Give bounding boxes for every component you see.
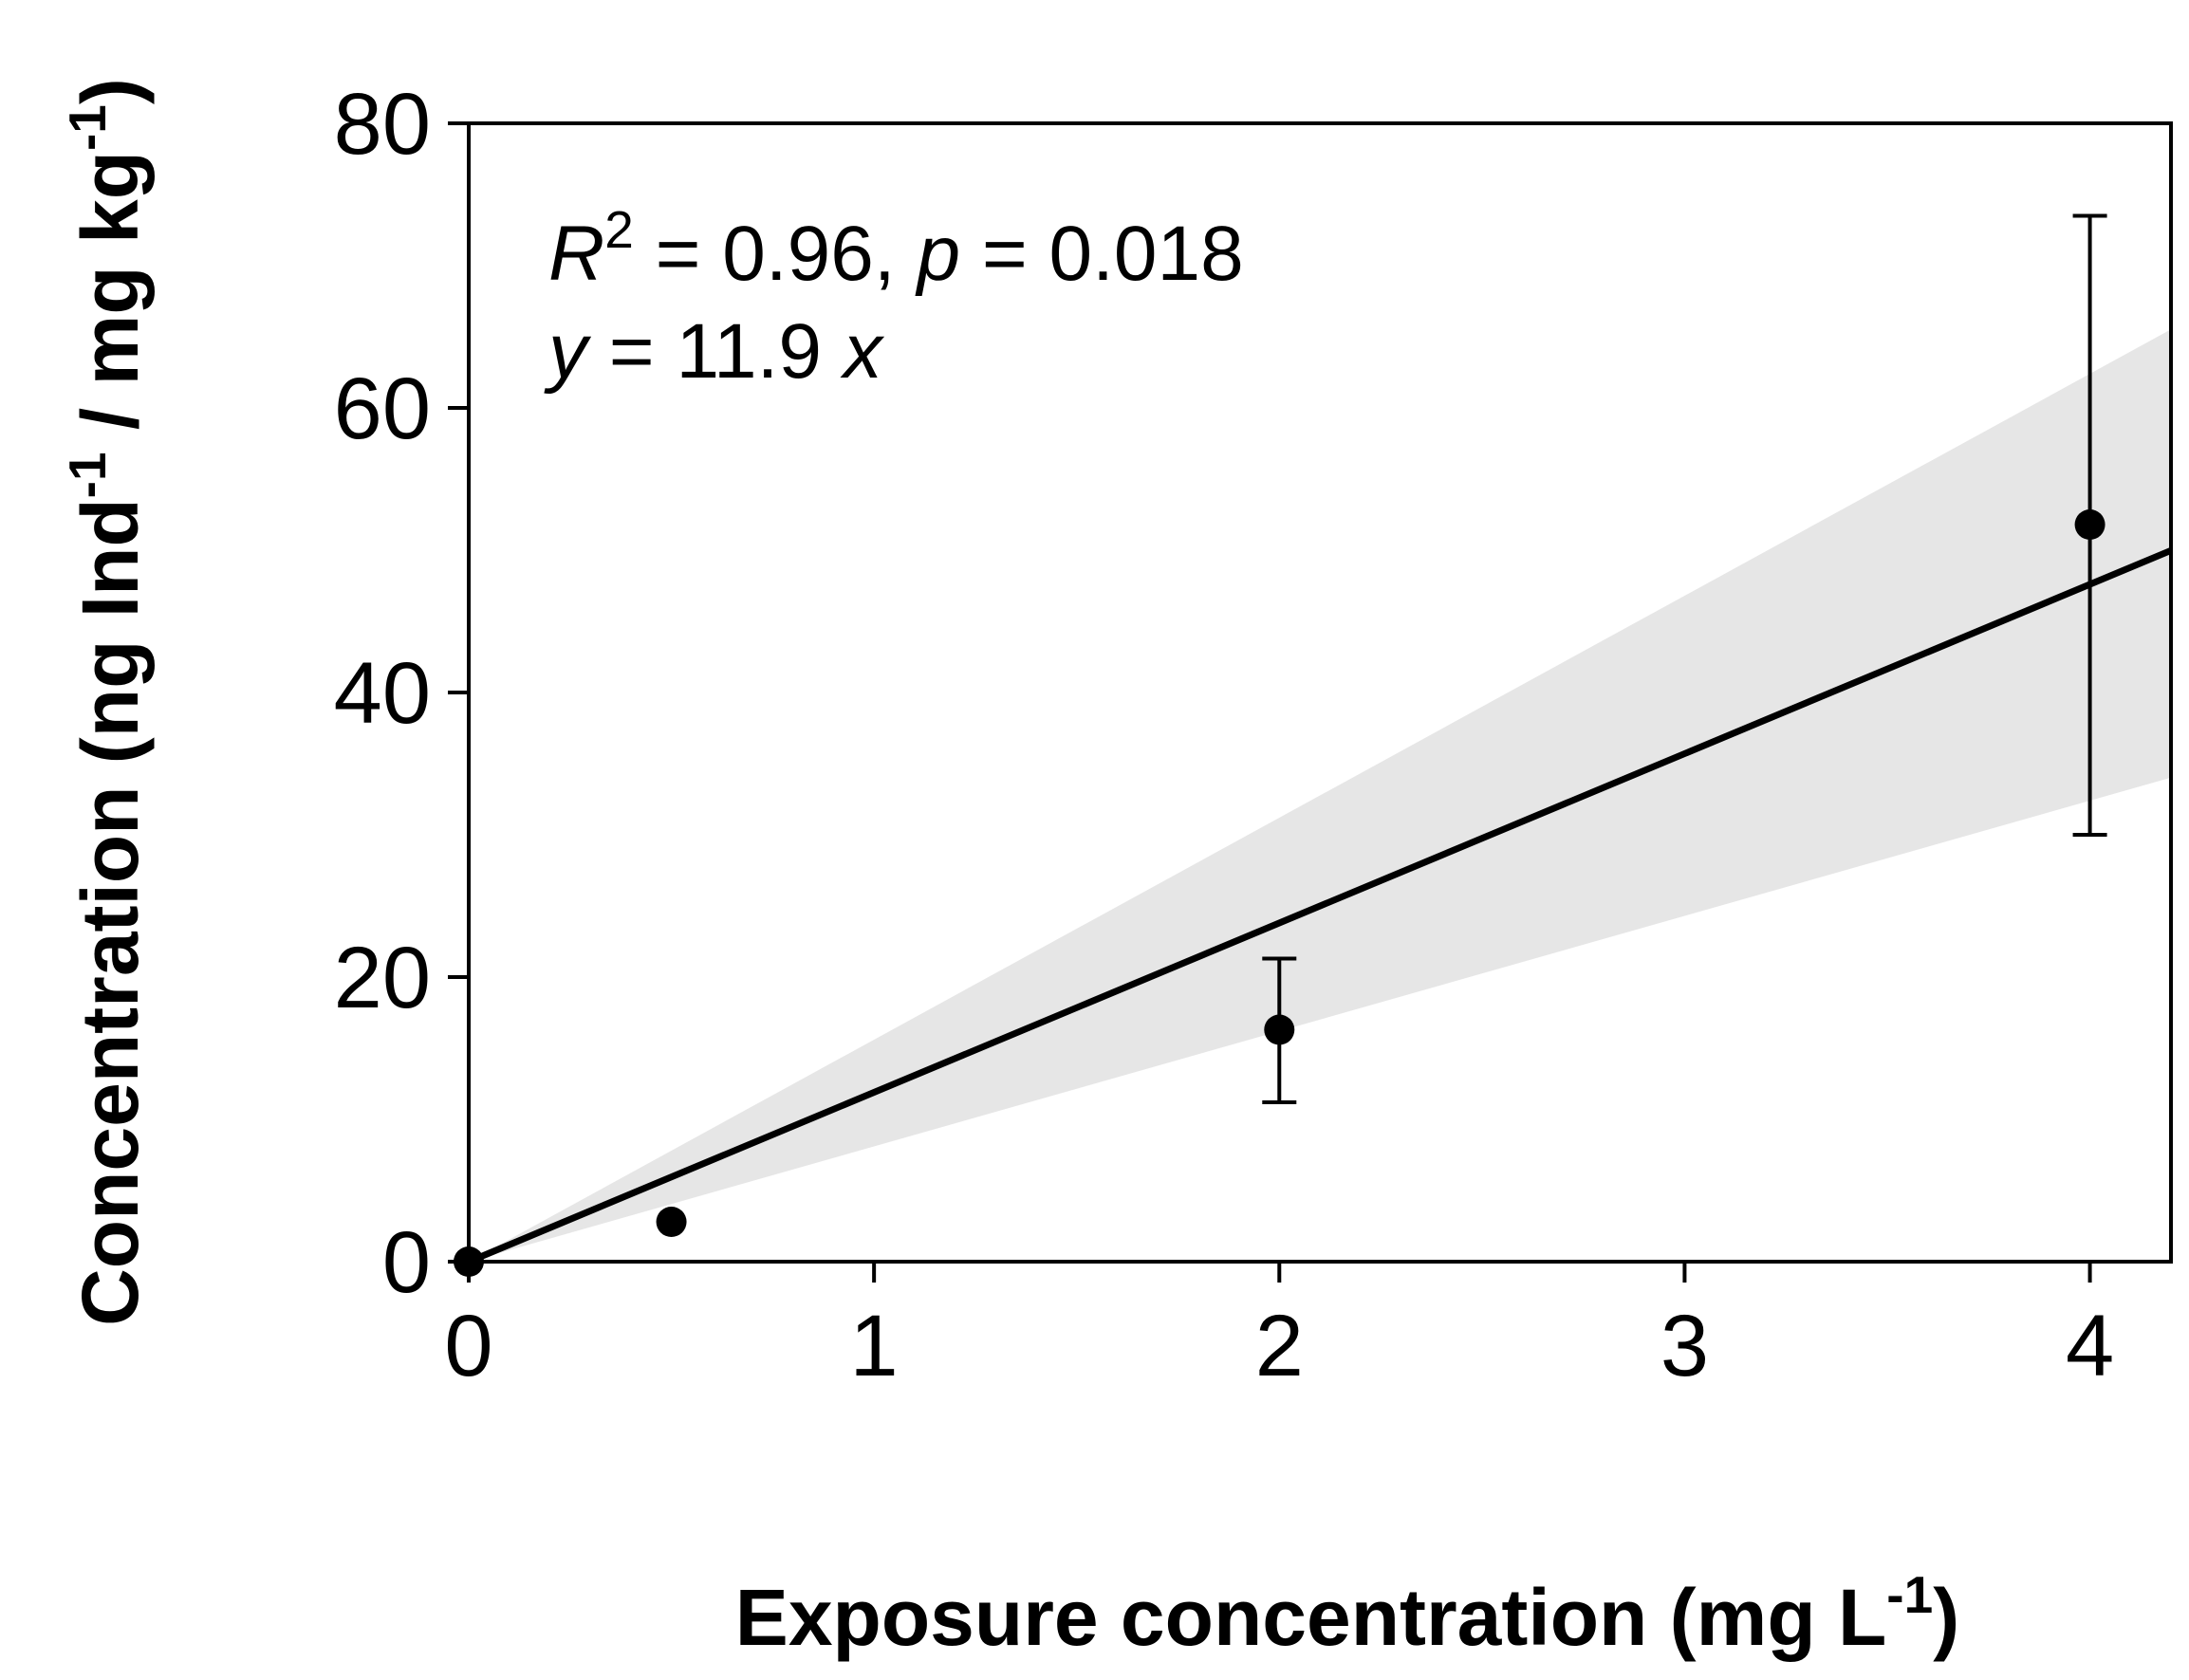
y-tick-label: 40 <box>334 645 431 742</box>
y-tick-label: 60 <box>334 360 431 457</box>
x-tick-label: 1 <box>850 1298 899 1394</box>
regression-line <box>467 547 2173 1265</box>
y-tick-label: 20 <box>334 930 431 1026</box>
data-point <box>2074 509 2106 540</box>
confidence-band <box>469 329 2171 1262</box>
x-tick-label: 2 <box>1255 1298 1304 1394</box>
y-tick-label: 80 <box>334 76 431 173</box>
data-point <box>1264 1014 1295 1045</box>
data-point <box>656 1207 687 1237</box>
x-tick-label: 4 <box>2066 1298 2114 1394</box>
y-tick-label: 0 <box>382 1214 431 1311</box>
x-axis-ticks: 0 1 2 3 4 <box>444 1262 2114 1394</box>
y-axis-title: Concentration (ng Ind-1 / mg kg-1) <box>58 78 155 1326</box>
x-tick-label: 3 <box>1660 1298 1709 1394</box>
equation-annotation: y = 11.9 x <box>544 308 885 395</box>
r-squared-annotation: R2 = 0.96, p = 0.018 <box>548 200 1244 297</box>
x-axis-title: Exposure concentration (mg L-1) <box>735 1565 1959 1662</box>
x-tick-label: 0 <box>444 1298 492 1394</box>
y-axis-ticks: 0 20 40 60 80 <box>334 76 469 1311</box>
